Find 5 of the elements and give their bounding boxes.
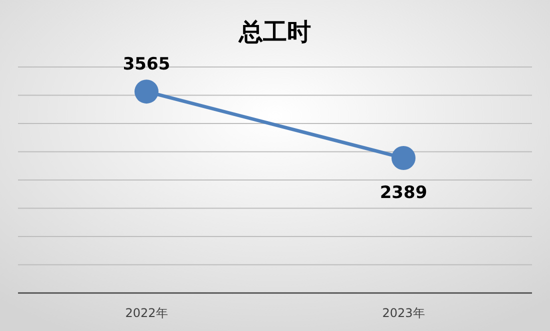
data-label: 2389 — [380, 183, 428, 204]
chart-title: 总工时 — [238, 17, 311, 46]
x-tick-label: 2023年 — [382, 306, 425, 320]
data-label: 3565 — [122, 54, 170, 75]
x-tick-label: 2022年 — [125, 306, 168, 320]
